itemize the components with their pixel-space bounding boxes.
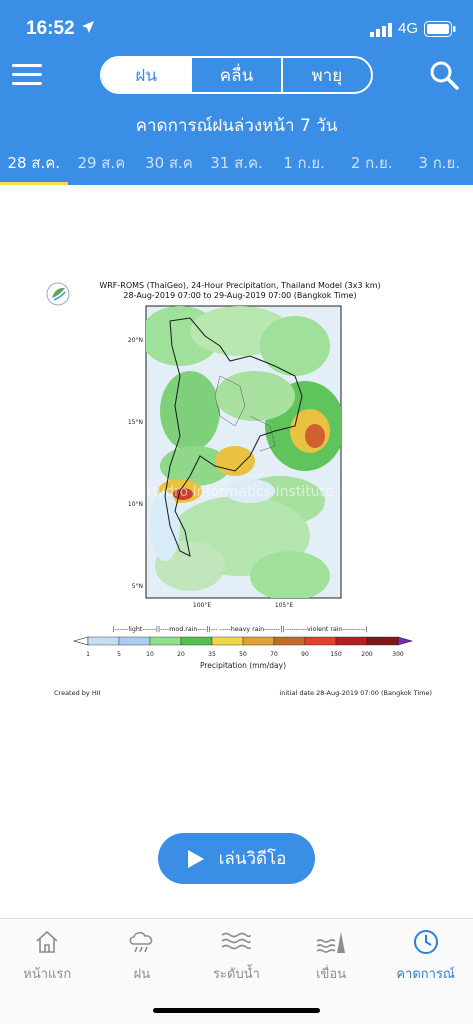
date-tabs: 28 ส.ค. 29 ส.ค 30 ส.ค 31 ส.ค. 1 ก.ย. 2 ก… — [0, 148, 473, 185]
legend-swatch — [118, 636, 151, 646]
category-segmented-control: ฝน คลื่น พายุ — [100, 56, 373, 94]
tab-dam-label: เขื่อน — [316, 967, 347, 982]
legend-swatch — [211, 636, 244, 646]
legend-tick-label: 10 — [146, 651, 154, 658]
search-icon[interactable] — [429, 60, 459, 90]
date-tab-1[interactable]: 28 ส.ค. — [0, 148, 68, 185]
play-video-label: เล่นวิดีโอ — [218, 849, 287, 869]
legend-tick-label: 200 — [361, 651, 373, 658]
created-by: Created by HII — [54, 689, 101, 697]
app-header: 16:52 4G ฝน คลื่น พายุ คาดการณ์ฝนล่วงหน้… — [0, 0, 473, 185]
map-title: WRF-ROMS (ThaiGeo), 24-Hour Precipitatio… — [40, 281, 440, 301]
home-indicator — [153, 1008, 320, 1013]
dam-icon — [316, 932, 346, 953]
lon-label: 105°E — [275, 602, 293, 609]
play-icon — [187, 849, 204, 868]
hii-logo-icon — [46, 282, 70, 306]
lat-label: 5°N — [132, 583, 143, 590]
legend-tick-label: 90 — [301, 651, 309, 658]
legend-tick-label: 20 — [177, 651, 185, 658]
battery-icon — [424, 21, 456, 37]
legend-swatch — [335, 636, 368, 646]
legend-ticks: 1 5 10 20 35 50 70 90 150 200 300 — [86, 651, 404, 658]
date-tab-2[interactable]: 29 ส.ค — [77, 154, 126, 172]
status-bar: 16:52 4G — [0, 0, 473, 56]
legend-tick-label: 5 — [117, 651, 121, 658]
precipitation-map: 20°N 15°N 10°N 5°N 100°E 105°E Hydro Inf… — [72, 305, 414, 670]
segment-rain[interactable]: ฝน — [102, 58, 191, 92]
legend-tick-label: 50 — [239, 651, 247, 658]
lat-label: 10°N — [128, 501, 143, 508]
legend-swatch — [180, 636, 213, 646]
play-video-button[interactable]: เล่นวิดีโอ — [158, 833, 315, 884]
initial-date: initial date 28-Aug-2019 07:00 (Bangkok … — [279, 689, 432, 697]
tab-rain-label: ฝน — [133, 967, 151, 982]
date-tab-3[interactable]: 30 ส.ค — [145, 154, 193, 172]
segment-waves[interactable]: คลื่น — [190, 58, 280, 92]
tab-water-level-label: ระดับน้ำ — [213, 967, 260, 982]
tab-home-label: หน้าแรก — [23, 967, 72, 982]
segment-storm[interactable]: พายุ — [280, 58, 371, 92]
legend-swatch — [304, 636, 337, 646]
date-tab-5[interactable]: 1 ก.ย. — [283, 154, 325, 172]
water-level-icon — [222, 932, 252, 950]
location-arrow-icon — [82, 21, 94, 33]
network-type: 4G — [398, 20, 419, 37]
legend-swatch — [273, 636, 306, 646]
lat-label: 20°N — [128, 337, 143, 344]
legend-categories: |------light------||----mod.rain----||--… — [113, 626, 368, 633]
lon-label: 100°E — [193, 602, 211, 609]
legend-tick-label: 1 — [86, 651, 90, 658]
lat-label: 15°N — [128, 419, 143, 426]
legend-tick-label: 70 — [270, 651, 278, 658]
tab-water-level[interactable]: ระดับน้ำ — [189, 919, 284, 1024]
bottom-tab-bar: หน้าแรก ฝน ระดับน้ำ เขื่อน คาดการณ์ — [0, 918, 473, 1024]
date-tab-7[interactable]: 3 ก.ย. — [418, 154, 461, 172]
forecast-map-image: WRF-ROMS (ThaiGeo), 24-Hour Precipitatio… — [40, 276, 440, 706]
legend-tick-label: 35 — [208, 651, 216, 658]
map-title-line2: 28-Aug-2019 07:00 to 29-Aug-2019 07:00 (… — [123, 291, 357, 300]
page-subtitle: คาดการณ์ฝนล่วงหน้า 7 วัน — [135, 116, 338, 136]
date-tab-4[interactable]: 31 ส.ค. — [210, 154, 263, 172]
legend-swatch — [87, 636, 120, 646]
tab-rain[interactable]: ฝน — [95, 919, 190, 1024]
legend-tick-label: 300 — [392, 651, 404, 658]
home-icon — [36, 930, 58, 953]
legend-swatch — [149, 636, 182, 646]
legend-colorbar — [87, 636, 399, 646]
hamburger-menu-icon[interactable] — [12, 64, 42, 86]
signal-icon — [370, 23, 392, 37]
rain-cloud-icon — [129, 931, 153, 953]
date-tab-6[interactable]: 2 ก.ย. — [350, 154, 393, 172]
map-title-line1: WRF-ROMS (ThaiGeo), 24-Hour Precipitatio… — [99, 281, 381, 290]
map-watermark: Hydro Informatics Institute — [146, 484, 333, 500]
status-time: 16:52 — [26, 18, 75, 39]
tab-forecast-label: คาดการณ์ — [396, 967, 455, 982]
legend-label: Precipitation (mm/day) — [200, 661, 286, 670]
legend-swatch — [366, 636, 399, 646]
legend-swatch — [242, 636, 275, 646]
tab-home[interactable]: หน้าแรก — [0, 919, 95, 1024]
clock-icon — [413, 930, 438, 954]
tab-dam[interactable]: เขื่อน — [284, 919, 379, 1024]
legend-tick-label: 150 — [330, 651, 342, 658]
tab-forecast[interactable]: คาดการณ์ — [378, 919, 473, 1024]
